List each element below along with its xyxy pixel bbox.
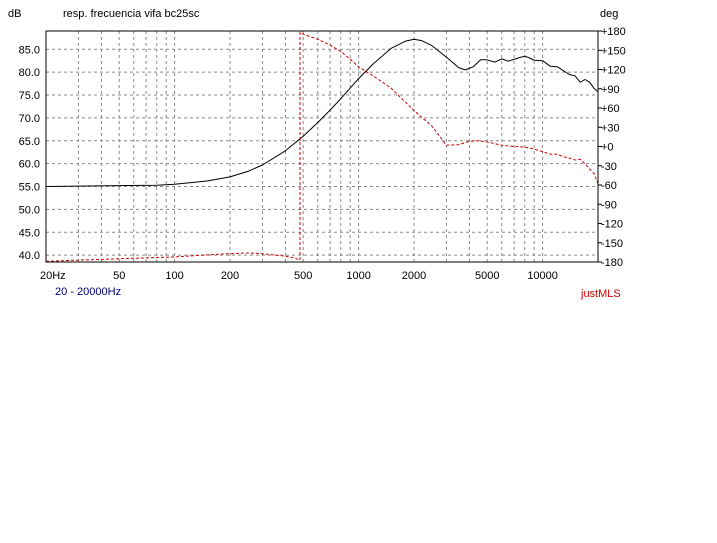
- x-axis-tick-label: 5000: [475, 270, 499, 282]
- range-end-value: 20000: [77, 286, 108, 298]
- left-axis-tick-label: 85.0: [19, 44, 40, 56]
- right-axis-tick-label: -30: [601, 161, 617, 173]
- data-series: [45, 31, 599, 262]
- right-axis-tick-label: +90: [601, 84, 620, 96]
- left-axis-tick-label: 50.0: [19, 204, 40, 216]
- right-axis-tick-label: +30: [601, 122, 620, 134]
- left-axis-tick-label: 65.0: [19, 136, 40, 148]
- right-axis-tick-label: +120: [601, 65, 626, 77]
- x-axis-tick-label: 10000: [527, 270, 558, 282]
- right-axis-tick-label: +0: [601, 142, 614, 154]
- right-axis-tick-label: -150: [601, 238, 623, 250]
- x-axis-tick-label: 500: [294, 270, 312, 282]
- right-axis-tick-label: +60: [601, 103, 620, 115]
- range-unit: Hz: [107, 286, 122, 298]
- right-axis-tick-label: +180: [601, 26, 626, 38]
- right-axis-tick-label: -120: [601, 219, 623, 231]
- right-axis-tick-label: +150: [601, 45, 626, 57]
- grid-lines: [46, 31, 598, 262]
- x-axis-tick-label: 50: [113, 270, 125, 282]
- right-axis-tick-label: -60: [601, 180, 617, 192]
- right-axis-tick-label: -180: [601, 257, 623, 269]
- range-start-value: 20: [55, 286, 68, 298]
- plot-border: [45, 30, 599, 263]
- right-axis-tick-label: -90: [601, 199, 617, 211]
- right-axis-unit-label: deg: [600, 8, 618, 20]
- left-axis-tick-label: 80.0: [19, 67, 40, 79]
- magnitude-curve: [45, 38, 599, 187]
- phase-curve: [45, 31, 599, 262]
- left-axis-tick-label: 75.0: [19, 90, 40, 102]
- left-axis-tick-label: 45.0: [19, 227, 40, 239]
- left-axis-tick-label: 60.0: [19, 159, 40, 171]
- x-axis-tick-label: 200: [221, 270, 239, 282]
- left-axis-tick-label: 40.0: [19, 250, 40, 262]
- frequency-range-readout: 20 - 20000Hz: [55, 286, 121, 298]
- range-separator: -: [70, 286, 74, 298]
- left-axis-unit-label: dB: [8, 8, 21, 20]
- brand-label: justMLS: [581, 288, 621, 300]
- x-axis-tick-label: 1000: [346, 270, 370, 282]
- chart-title: resp. frecuencia vifa bc25sc: [63, 8, 200, 20]
- x-axis-tick-label: 100: [165, 270, 183, 282]
- axis-labels: resp. frecuencia vifa bc25sc dB deg 40.0…: [8, 8, 626, 282]
- left-axis-tick-label: 55.0: [19, 182, 40, 194]
- left-axis-tick-label: 70.0: [19, 113, 40, 125]
- plot-frame: [45, 30, 602, 263]
- x-axis-tick-label: 2000: [402, 270, 426, 282]
- x-axis-tick-label: 20Hz: [40, 270, 66, 282]
